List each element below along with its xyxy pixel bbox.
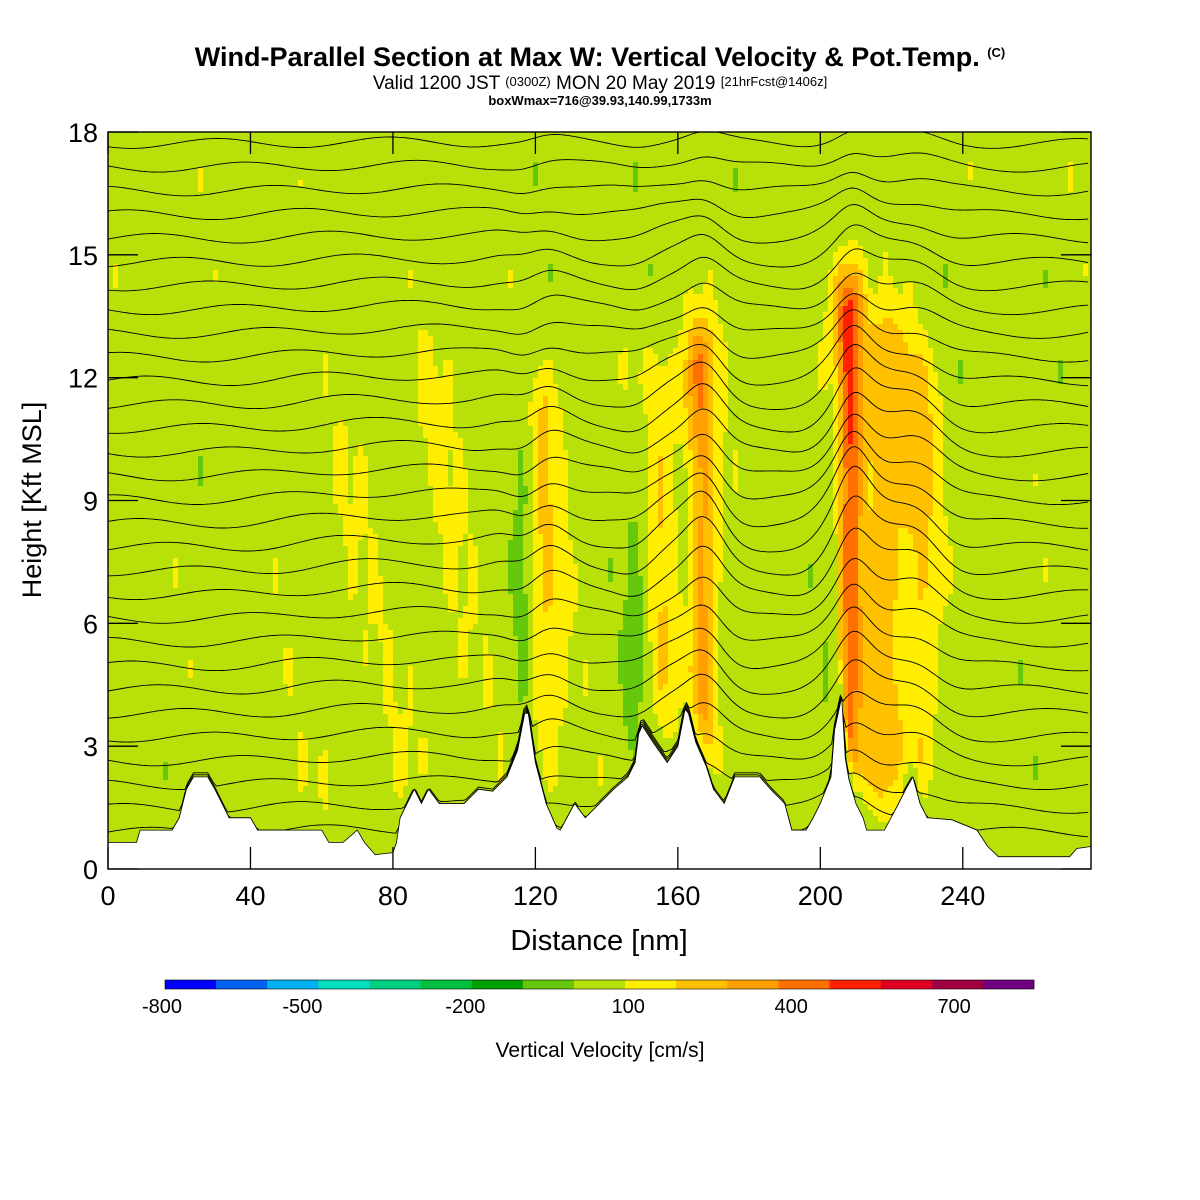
x-tick-label: 200 — [798, 881, 843, 911]
colorbar-swatch — [727, 980, 778, 989]
colorbar-swatch — [165, 980, 216, 989]
x-tick-label: 120 — [513, 881, 558, 911]
colorbar-swatch — [778, 980, 829, 989]
colorbar-swatch — [676, 980, 727, 989]
y-tick-label: 15 — [68, 241, 98, 271]
colorbar-swatch — [318, 980, 369, 989]
colorbar-swatch — [830, 980, 881, 989]
colorbar-tick-label: 400 — [775, 996, 808, 1018]
x-tick-label: 40 — [235, 881, 265, 911]
colorbar-swatch — [932, 980, 983, 989]
x-axis-label: Distance [nm] — [510, 925, 687, 957]
colorbar-swatch — [369, 980, 420, 989]
colorbar-label: Vertical Velocity [cm/s] — [496, 1039, 705, 1062]
x-tick-label: 160 — [655, 881, 700, 911]
colorbar-tick-label: -800 — [142, 996, 182, 1018]
colorbar-tick-label: -500 — [282, 996, 322, 1018]
colorbar-swatch — [625, 980, 676, 989]
y-tick-label: 18 — [68, 118, 98, 148]
colorbar-swatch — [983, 980, 1034, 989]
y-tick-label: 9 — [83, 487, 98, 517]
colorbar-swatch — [472, 980, 523, 989]
colorbar-swatch — [421, 980, 472, 989]
y-tick-label: 3 — [83, 732, 98, 762]
colorbar-tick-label: 100 — [612, 996, 645, 1018]
colorbar-swatch — [523, 980, 574, 989]
colorbar: -800 -500 -200 100 400 700 — [142, 980, 1034, 1018]
y-tick-label: 0 — [83, 855, 98, 885]
vertical-velocity-field — [108, 132, 1094, 871]
colorbar-tick-label: -200 — [445, 996, 485, 1018]
colorbar-swatch — [267, 980, 318, 989]
colorbar-swatch — [216, 980, 267, 989]
y-tick-label: 12 — [68, 364, 98, 394]
colorbar-swatch — [881, 980, 932, 989]
y-tick-label: 6 — [83, 609, 98, 639]
x-tick-label: 80 — [378, 881, 408, 911]
x-tick-label: 240 — [940, 881, 985, 911]
y-axis-label: Height [Kft MSL] — [17, 402, 47, 599]
colorbar-swatch — [574, 980, 625, 989]
colorbar-tick-label: 700 — [937, 996, 970, 1018]
x-tick-label: 0 — [100, 881, 115, 911]
